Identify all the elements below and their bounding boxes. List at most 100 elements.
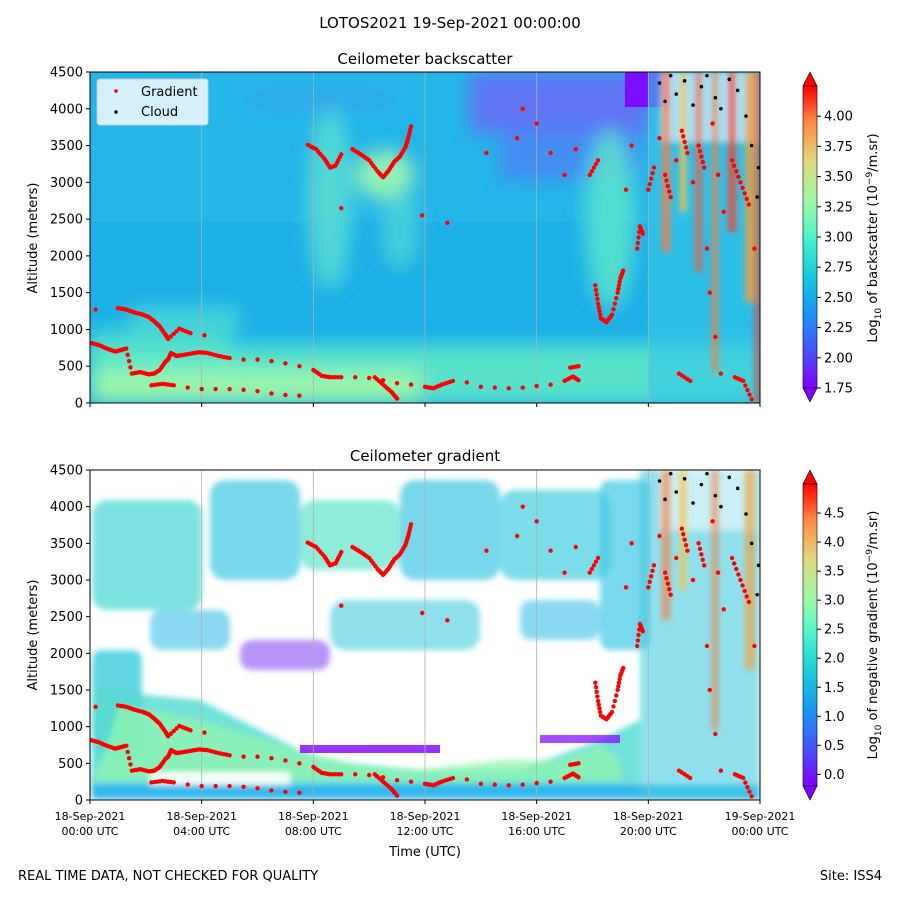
gradient-point (740, 185, 745, 191)
cloud-point (744, 114, 748, 118)
cloud-point (699, 84, 704, 89)
gradient-point (681, 134, 686, 139)
cloud-point (755, 195, 760, 199)
gradient-point (729, 158, 735, 163)
gradient-point (635, 240, 641, 246)
gradient-point (685, 548, 690, 553)
gradient-point (492, 385, 497, 390)
y-tick-label: 3500 (50, 537, 83, 552)
gradient-gridlines (201, 470, 649, 800)
gradient-point (484, 548, 489, 553)
gradient-point (650, 170, 655, 176)
gradient-point (593, 283, 598, 288)
gradient-point (718, 371, 724, 376)
gradient-point (734, 566, 739, 572)
gradient-point (617, 279, 622, 284)
gradient-point (445, 618, 450, 623)
gradient-point (740, 583, 745, 588)
gradient-point (339, 152, 344, 157)
gradient-point (700, 159, 705, 165)
gradient-colorbar: 0.0 0.5 1.0 1.5 2.0 2.5 3.0 3.5 4.0 4.5 Log10 of … (802, 469, 884, 801)
gradient-point (731, 561, 737, 566)
gradient-point (255, 389, 260, 394)
legend-cloud-marker (114, 110, 118, 114)
gradient-point (464, 380, 470, 385)
gradient-point (255, 754, 260, 759)
gradient-point (674, 158, 679, 163)
gradient-point (241, 387, 246, 392)
gradient-point (715, 570, 721, 575)
gradient-point (696, 143, 701, 148)
gradient-point (534, 519, 539, 524)
colorbar-tick-label: 3.0 (824, 594, 845, 609)
cloud-point (727, 475, 732, 480)
gradient-point (616, 286, 621, 292)
cloud-point (705, 471, 709, 476)
gradient-point (682, 139, 687, 145)
gradient-point (394, 778, 400, 783)
gradient-point (741, 378, 746, 384)
gradient-point (339, 603, 344, 608)
y-tick-label: 1500 (50, 684, 83, 699)
gradient-point (227, 386, 232, 392)
gradient-point (597, 308, 602, 314)
gradient-point (534, 780, 539, 786)
gradient-point (174, 726, 179, 731)
y-tick-label: 4500 (50, 464, 83, 479)
gradient-point (731, 163, 737, 168)
gradient-point (269, 756, 274, 761)
gradient-point (562, 570, 567, 575)
gradient-colorbar-label: Log10 of negative gradient (10−9/m.sr) (865, 511, 884, 760)
gradient-point (704, 643, 710, 649)
gradient-point (664, 178, 669, 183)
gradient-point (685, 150, 690, 156)
gradient-point (587, 570, 592, 575)
gradient-point (593, 559, 599, 564)
gradient-point (394, 396, 400, 401)
gradient-point (297, 393, 302, 398)
gradient-point (749, 794, 754, 799)
x-tick-label-date: 19-Sep-2021 (725, 810, 796, 823)
gradient-point (647, 181, 652, 187)
backscatter-gridlines (201, 72, 649, 403)
gradient-markers (90, 471, 760, 799)
y-tick-label: 2000 (50, 249, 83, 264)
cloud-point (735, 88, 740, 93)
gradient-point (548, 150, 553, 156)
colorbar-tick-label: 2.00 (824, 351, 853, 366)
x-tick-label-date: 18-Sep-2021 (166, 810, 237, 823)
gradient-point (636, 235, 641, 240)
colorbar-tick-label: 1.75 (824, 382, 853, 397)
gradient-point (576, 377, 581, 383)
x-tick-label-time: 04:00 UTC (173, 825, 230, 838)
backscatter-xticks (89, 403, 761, 407)
gradient-point (743, 383, 748, 388)
gradient-point (710, 121, 715, 126)
y-tick-label: 4000 (50, 102, 83, 117)
gradient-point (185, 782, 190, 787)
gradient-point (743, 780, 748, 785)
gradient-point (611, 704, 616, 709)
gradient-point (752, 643, 757, 649)
gradient-point (704, 246, 710, 251)
y-tick-label: 3000 (50, 176, 83, 191)
gradient-point (534, 383, 539, 389)
gradient-xlabel: Time (UTC) (388, 845, 461, 860)
cloud-point (682, 477, 687, 481)
cloud-point (674, 490, 679, 494)
gradient-point (699, 552, 704, 557)
gradient-point (718, 768, 724, 773)
gradient-point (747, 789, 752, 794)
colorbar-tick-label: 2.5 (824, 623, 845, 638)
gradient-point (202, 730, 207, 735)
gradient-yticks: 0 500 1000 1500 2000 2500 3000 3500 4000 4500 (50, 464, 90, 809)
gradient-point (640, 231, 645, 237)
gradient-point (609, 312, 615, 317)
backscatter-ylabel: Altitude (meters) (26, 183, 41, 294)
gradient-point (715, 172, 721, 178)
gradient-point (679, 526, 685, 531)
gradient-point (595, 301, 601, 306)
colorbar-tick-label: 2.25 (824, 321, 853, 336)
gradient-point (662, 570, 668, 575)
gradient-point (492, 782, 497, 787)
